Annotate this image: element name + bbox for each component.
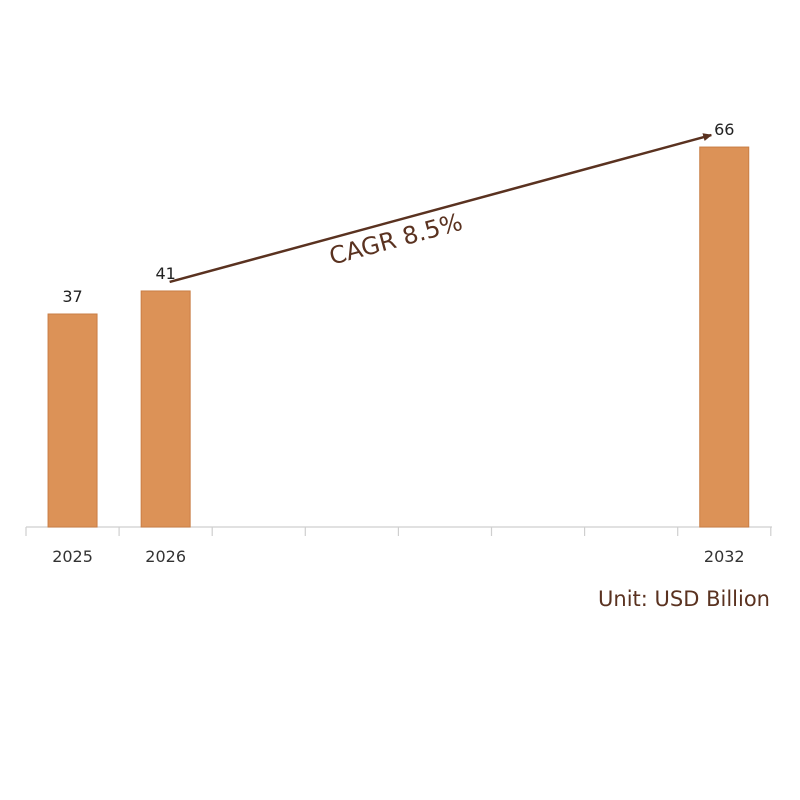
x-tick-label-2025: 2025 xyxy=(52,547,93,566)
value-label-2025: 37 xyxy=(62,287,82,306)
bars xyxy=(47,146,750,528)
unit-label: Unit: USD Billion xyxy=(598,587,770,611)
value-label-2026: 41 xyxy=(155,264,175,283)
value-label-2032: 66 xyxy=(714,120,734,139)
bar-2026 xyxy=(140,290,191,528)
cagr-arrow xyxy=(169,133,713,284)
x-tick-label-2026: 2026 xyxy=(145,547,186,566)
x-tick-label-2032: 2032 xyxy=(704,547,745,566)
x-axis-ticks xyxy=(25,527,772,536)
bar-2032 xyxy=(699,146,750,528)
tick-labels: 2025 2026 2032 xyxy=(52,547,744,566)
value-labels: 37 41 66 xyxy=(62,120,734,306)
cagr-label: CAGR 8.5% xyxy=(326,208,465,271)
bar-2025 xyxy=(47,313,98,528)
